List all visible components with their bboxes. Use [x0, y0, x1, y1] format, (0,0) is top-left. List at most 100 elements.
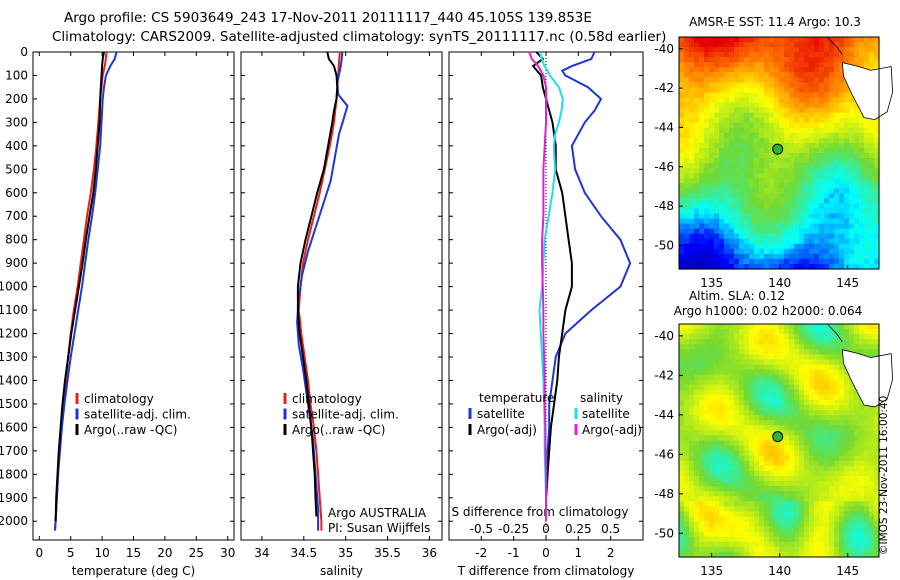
map-cell [734, 142, 740, 149]
map-cell [874, 506, 880, 513]
map-cell [814, 420, 820, 426]
map-cell [814, 425, 820, 431]
map-cell [724, 142, 730, 149]
map-cell [784, 506, 790, 513]
map-cell [734, 67, 740, 73]
map-cell [849, 531, 855, 538]
map-cell [814, 470, 820, 477]
map-cell [854, 445, 860, 452]
map-cell [854, 546, 860, 553]
map-cell [839, 67, 845, 73]
map-cell [849, 536, 855, 543]
map-cell [784, 511, 790, 518]
map-cell [699, 193, 705, 199]
map-cell [704, 481, 710, 487]
map-cell [859, 536, 865, 543]
map-cell [744, 87, 750, 94]
map-cell [744, 364, 750, 371]
map-cell [744, 354, 750, 361]
map-cell [719, 486, 725, 492]
map-cell [749, 445, 755, 452]
map-cell [689, 158, 695, 164]
map-cell [764, 248, 770, 255]
map-cell [819, 238, 825, 245]
map-cell [694, 132, 700, 139]
map-cell [734, 455, 740, 462]
map-cell [774, 47, 780, 53]
map-cell [849, 460, 855, 467]
map-cell [769, 521, 775, 528]
map-cell [784, 198, 790, 205]
map-cell [799, 213, 805, 220]
map-cell [864, 57, 870, 63]
map-cell [729, 470, 735, 477]
map-cell [774, 349, 780, 355]
map-cell [844, 183, 850, 189]
map-cell [869, 445, 875, 452]
map-cell [769, 147, 775, 154]
map-cell [814, 379, 820, 386]
map-cell [819, 329, 825, 335]
map-cell [754, 405, 760, 411]
map-cell [709, 374, 715, 381]
map-cell [864, 521, 870, 528]
map-cell [874, 263, 880, 270]
map-cell [729, 506, 735, 513]
map-cell [809, 77, 815, 83]
map-cell [689, 47, 695, 53]
map-cell [739, 238, 745, 245]
map-cell [829, 460, 835, 467]
map-cell [769, 501, 775, 507]
map-cell [864, 455, 870, 462]
map-cell [804, 486, 810, 492]
map-cell [809, 112, 815, 119]
map-cell [864, 203, 870, 210]
map-cell [809, 389, 815, 396]
map-cell [684, 541, 690, 548]
map-cell [819, 263, 825, 270]
map-cell [849, 47, 855, 53]
map-cell [819, 67, 825, 73]
map-cell [824, 122, 830, 129]
map-cell [844, 486, 850, 492]
map-cell [819, 521, 825, 528]
map-cell [839, 87, 845, 94]
map-cell [714, 399, 720, 406]
map-cell [839, 506, 845, 513]
map-cell [764, 445, 770, 452]
map-cell [684, 92, 690, 99]
map-cell [804, 163, 810, 169]
map-cell [739, 344, 745, 350]
map-cell [734, 531, 740, 538]
map-cell [769, 137, 775, 144]
map-cell [789, 430, 795, 437]
map-cell [829, 399, 835, 406]
map-cell [684, 57, 690, 63]
map-cell [759, 470, 765, 477]
map-cell [679, 430, 685, 437]
map-cell [694, 263, 700, 270]
map-cell [704, 344, 710, 350]
map-cell [704, 132, 710, 139]
map-cell [759, 359, 765, 366]
map-cell [709, 470, 715, 477]
map-cell [769, 107, 775, 114]
map-cell [789, 67, 795, 73]
map-cell [689, 238, 695, 245]
map-cell [869, 430, 875, 437]
map-cell [784, 379, 790, 386]
map-cell [699, 163, 705, 169]
map-cell [684, 233, 690, 240]
map-cell [734, 213, 740, 220]
map-cell [854, 551, 860, 558]
map-cell [784, 420, 790, 426]
map-cell [749, 203, 755, 210]
map-cell [764, 122, 770, 129]
map-cell [709, 122, 715, 129]
map-cell [874, 238, 880, 245]
map-cell [739, 168, 745, 174]
map-cell [769, 389, 775, 396]
map-cell [744, 213, 750, 220]
map-cell [804, 203, 810, 210]
map-cell [784, 178, 790, 184]
